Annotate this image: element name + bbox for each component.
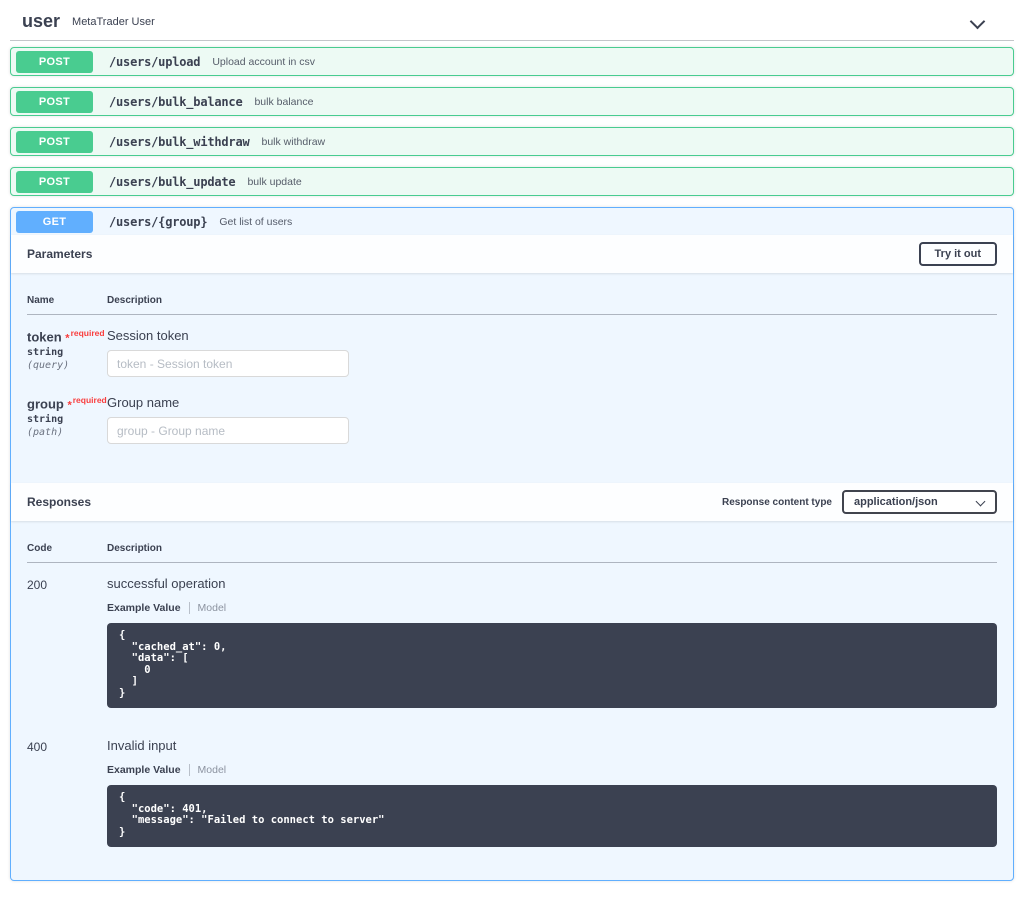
response-example-json: { "code": 401, "message": "Failed to con… — [107, 785, 997, 847]
responses-body: Code Description 200 successful operatio… — [11, 521, 1013, 880]
parameter-description: Group name — [107, 395, 180, 410]
chevron-down-icon — [977, 498, 985, 506]
required-star: * — [67, 399, 72, 412]
parameters-name-header: Name — [27, 287, 107, 315]
parameter-name: group *required — [27, 395, 107, 412]
opblock-summary[interactable]: POST /users/upload Upload account in csv — [11, 48, 1013, 75]
model-tabs: Example Value Model — [107, 602, 997, 614]
response-content-type-label: Response content type — [721, 496, 832, 508]
parameters-section-header: Parameters Try it out — [11, 235, 1013, 273]
endpoint-path: /users/{group} — [109, 214, 208, 229]
opblock-users-bulk-withdraw: POST /users/bulk_withdraw bulk withdraw — [10, 127, 1014, 156]
parameter-location: (path) — [27, 427, 64, 439]
endpoint-path: /users/upload — [109, 54, 201, 69]
parameter-type: string — [27, 414, 64, 426]
response-content-type-select[interactable]: application/json — [842, 490, 997, 514]
parameter-row-token: token *required string (query) Session t… — [27, 315, 997, 383]
method-badge: POST — [16, 90, 93, 113]
opblock-users-upload: POST /users/upload Upload account in csv — [10, 47, 1014, 76]
group-input[interactable] — [107, 417, 349, 444]
responses-title: Responses — [27, 495, 92, 509]
parameters-description-header: Description — [107, 287, 997, 315]
chevron-down-icon[interactable] — [971, 15, 984, 28]
opblock-users-bulk-balance: POST /users/bulk_balance bulk balance — [10, 87, 1014, 116]
tab-model[interactable]: Model — [197, 764, 227, 776]
endpoint-summary: Upload account in csv — [212, 55, 316, 68]
endpoint-summary: bulk update — [247, 175, 302, 188]
endpoint-path: /users/bulk_withdraw — [109, 134, 250, 149]
response-row-400: 400 Invalid input Example Value Model { … — [27, 725, 997, 864]
tag-header[interactable]: user MetaTrader User — [10, 6, 1014, 41]
tab-divider — [188, 602, 190, 614]
opblock-summary[interactable]: POST /users/bulk_update bulk update — [11, 168, 1013, 195]
response-example-json: { "cached_at": 0, "data": [ 0 ] } — [107, 623, 997, 708]
responses-code-header: Code — [27, 535, 107, 563]
tab-example-value[interactable]: Example Value — [107, 764, 181, 776]
response-content-type: Response content type application/json — [722, 490, 997, 514]
response-code: 200 — [27, 578, 48, 592]
tag-name: user — [22, 11, 61, 31]
endpoint-summary: bulk withdraw — [261, 135, 326, 148]
opblock-users-group: GET /users/{group} Get list of users Par… — [10, 207, 1014, 881]
try-it-out-button[interactable]: Try it out — [918, 242, 997, 266]
parameters-title: Parameters — [27, 247, 93, 261]
required-label: required — [70, 328, 105, 338]
tab-model[interactable]: Model — [197, 602, 227, 614]
opblock-summary[interactable]: POST /users/bulk_balance bulk balance — [11, 88, 1013, 115]
response-code: 400 — [27, 740, 48, 754]
opblock-summary[interactable]: POST /users/bulk_withdraw bulk withdraw — [11, 128, 1013, 155]
response-row-200: 200 successful operation Example Value M… — [27, 563, 997, 726]
tag-description: MetaTrader User — [72, 15, 155, 28]
response-description: successful operation — [107, 576, 226, 591]
method-badge: POST — [16, 170, 93, 193]
required-star: * — [65, 332, 70, 345]
responses-section-header: Responses Response content type applicat… — [11, 483, 1013, 521]
opblock-users-bulk-update: POST /users/bulk_update bulk update — [10, 167, 1014, 196]
parameter-row-group: group *required string (path) Group name — [27, 382, 997, 449]
response-content-type-value: application/json — [854, 496, 938, 508]
method-badge: POST — [16, 50, 93, 73]
parameter-name: token *required — [27, 328, 105, 345]
parameters-table: Name Description token *required string … — [27, 287, 997, 449]
response-description: Invalid input — [107, 738, 177, 753]
opblock-summary[interactable]: GET /users/{group} Get list of users — [11, 208, 1013, 235]
method-badge: GET — [16, 210, 93, 233]
parameter-type: string — [27, 347, 64, 359]
responses-description-header: Description — [107, 535, 997, 563]
endpoint-path: /users/bulk_balance — [109, 94, 243, 109]
method-badge: POST — [16, 130, 93, 153]
parameters-body: Name Description token *required string … — [11, 273, 1013, 483]
model-tabs: Example Value Model — [107, 764, 997, 776]
responses-table: Code Description 200 successful operatio… — [27, 535, 997, 864]
endpoint-summary: Get list of users — [219, 215, 293, 228]
parameter-description: Session token — [107, 328, 189, 343]
endpoint-path: /users/bulk_update — [109, 174, 236, 189]
tab-divider — [188, 764, 190, 776]
endpoint-summary: bulk balance — [254, 95, 314, 108]
token-input[interactable] — [107, 350, 349, 377]
required-label: required — [72, 395, 107, 405]
tab-example-value[interactable]: Example Value — [107, 602, 181, 614]
parameter-location: (query) — [27, 360, 70, 372]
